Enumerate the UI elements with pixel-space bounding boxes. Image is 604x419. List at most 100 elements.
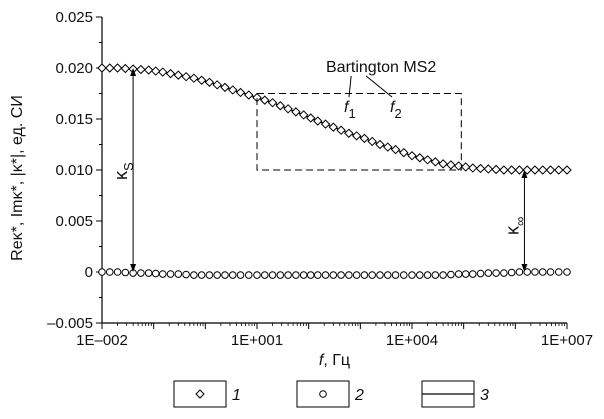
series-2-point: [260, 271, 269, 279]
series-2-point: [197, 271, 206, 279]
series-1-point: [283, 104, 293, 114]
series-2-point: [476, 269, 485, 278]
kappa-inf-sub: ∞: [512, 217, 527, 226]
series-1-point: [235, 87, 246, 98]
series-2-point: [546, 268, 555, 276]
x-axis-title-unit: , Гц: [323, 352, 350, 369]
series-2-point: [306, 271, 315, 279]
series-1-point: [212, 80, 222, 90]
series-1-point: [260, 95, 270, 105]
series-2-point: [190, 271, 198, 279]
series-1-point: [136, 64, 146, 75]
series-2-point: [292, 271, 300, 279]
series-2-point: [376, 271, 384, 279]
series-3-line: [102, 67, 567, 171]
series-1-point: [468, 163, 478, 173]
series-1-point: [344, 128, 354, 138]
kappa-s-arrow-head-bottom: [130, 264, 137, 272]
series-2-point: [423, 271, 432, 279]
f1-base: f: [344, 99, 350, 116]
series-2-point: [439, 271, 447, 279]
y-tick-label: 0.025: [55, 9, 93, 26]
series-1-point: [306, 113, 316, 123]
series-2-point: [345, 271, 353, 279]
series-1-point: [390, 144, 401, 155]
series-1-point: [514, 165, 525, 175]
f2-sub: 2: [394, 106, 401, 121]
series-1-point: [143, 65, 154, 75]
f2-label: f2: [390, 99, 402, 121]
series-1-point: [189, 73, 199, 83]
instrument-label: Bartington MS2: [326, 59, 436, 76]
f1-leader: [348, 75, 352, 98]
x-tick-label: 1E–002: [76, 332, 128, 349]
series-1-point: [491, 164, 501, 175]
legend-label: 1: [232, 387, 241, 404]
series-1-point: [275, 101, 286, 111]
series-2-point: [105, 268, 114, 276]
series-2-point: [399, 271, 408, 279]
series-2-point: [158, 270, 167, 278]
series-2-point: [538, 268, 547, 276]
x-tick-label: 1E+007: [541, 332, 593, 349]
f1-label: f1: [344, 99, 356, 121]
series-1-point: [158, 67, 168, 77]
kappa-s-base: κ: [111, 170, 131, 180]
series-1-point: [196, 75, 207, 85]
series-1-point: [499, 165, 509, 175]
series-2-point: [244, 271, 253, 279]
series-2-point: [408, 271, 416, 279]
legend: 1 2 3: [173, 380, 489, 408]
series-2-point: [113, 268, 122, 276]
series-2-point: [431, 271, 440, 279]
kappa-s-arrow: [130, 68, 137, 272]
series-2-point: [313, 271, 322, 279]
series-1-point: [359, 133, 370, 144]
series-2-point: [144, 269, 153, 277]
series-1-point: [562, 165, 572, 175]
legend-item-2: 2: [296, 380, 364, 408]
series-1-point: [438, 159, 448, 169]
series-2-point: [299, 271, 308, 279]
series-2-point: [205, 271, 214, 279]
kappa-inf-arrow: [521, 170, 528, 272]
series-2-point: [284, 271, 292, 279]
series-1-point: [328, 122, 339, 132]
series-2-point: [492, 269, 500, 277]
f2-base: f: [390, 99, 396, 116]
x-axis-title: f, Гц: [319, 352, 350, 369]
series-1-point: [461, 162, 471, 172]
series-2-point: [507, 268, 516, 277]
series-2-point: [121, 268, 130, 277]
legend-swatch-box: [173, 380, 227, 408]
series-layer: [97, 63, 572, 279]
kappa-inf-label: κ∞: [502, 217, 527, 235]
series-2-point: [368, 271, 377, 279]
kappa-inf-base: κ: [502, 225, 522, 235]
kappa-s-arrow-head-top: [130, 68, 137, 76]
series-1-point: [120, 63, 131, 74]
series-2-point: [447, 270, 455, 279]
series-1-point: [320, 119, 331, 129]
legend-item-1: 1: [173, 380, 241, 408]
series-2-point: [415, 271, 424, 279]
series-1-point: [530, 165, 540, 175]
series-2-point: [253, 271, 261, 279]
series-2-point: [151, 269, 160, 278]
y-tick-label: –0.005: [47, 315, 93, 332]
series-2-point: [236, 271, 245, 279]
series-2-point: [360, 271, 369, 279]
series-1-point: [313, 116, 323, 126]
x-tick-label: 1E+001: [231, 332, 283, 349]
series-2: [98, 268, 571, 279]
series-2-point: [268, 271, 277, 279]
series-2-point: [515, 268, 524, 276]
series-1-point: [173, 70, 184, 80]
series-1-point: [506, 165, 517, 175]
series-1-point: [383, 142, 393, 152]
series-2-point: [352, 271, 361, 279]
y-tick-label: 0.015: [55, 111, 93, 128]
